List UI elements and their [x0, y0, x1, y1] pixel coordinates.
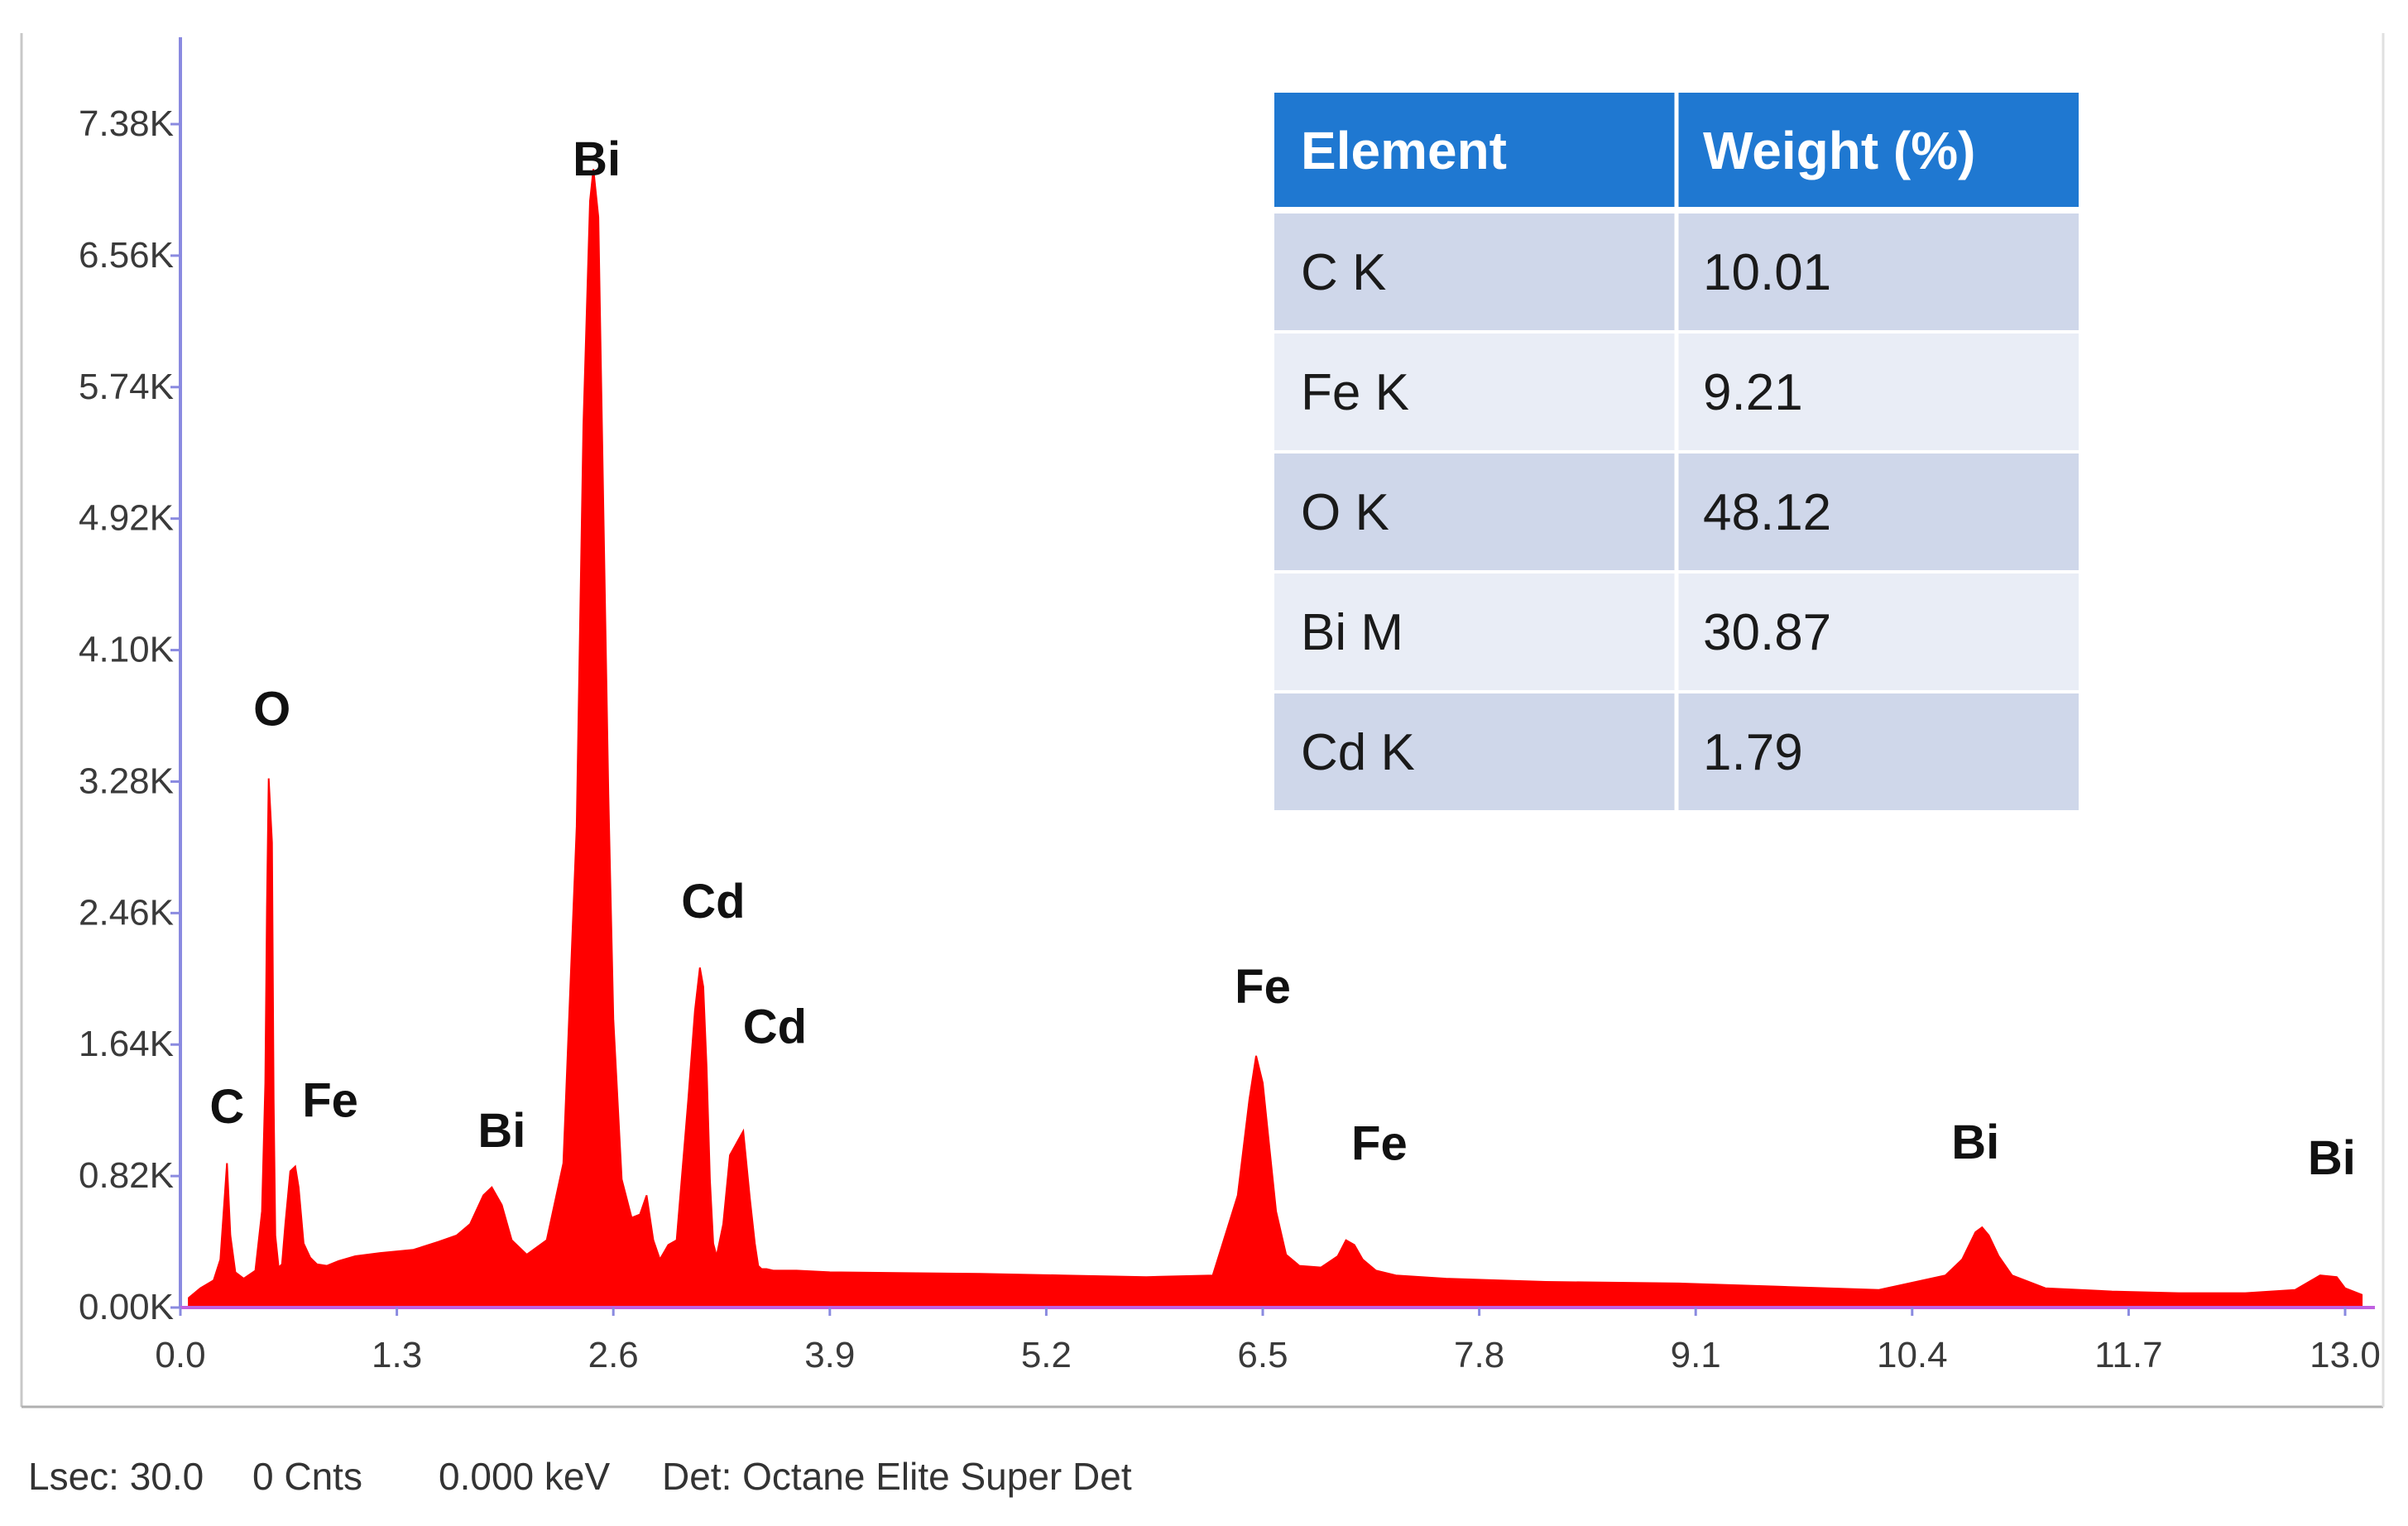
peak-label: Fe	[302, 1073, 358, 1127]
status-energy: 0.000 keV	[439, 1455, 610, 1498]
x-tick-label: 10.4	[1877, 1335, 1948, 1375]
y-tick-label: 4.10K	[79, 630, 174, 670]
table-cell: 9.21	[1703, 364, 1803, 421]
y-tick-label: 5.74K	[79, 367, 174, 407]
table-cell: Cd K	[1301, 724, 1415, 781]
y-tick-label: 0.82K	[79, 1155, 174, 1196]
table-header-cell: Element	[1301, 121, 1507, 180]
y-tick-label: 2.46K	[79, 892, 174, 933]
x-tick-label: 5.2	[1021, 1335, 1072, 1375]
x-tick-label: 11.7	[2094, 1335, 2162, 1375]
table-cell: Bi M	[1301, 604, 1403, 661]
y-tick-label: 6.56K	[79, 235, 174, 276]
table-cell: 1.79	[1703, 724, 1803, 781]
x-tick-label: 7.8	[1454, 1335, 1504, 1375]
table-cell: 10.01	[1703, 244, 1831, 301]
x-tick-label: 1.3	[372, 1335, 422, 1375]
status-detector: Det: Octane Elite Super Det	[662, 1455, 1132, 1498]
peak-labels: Bi O C Fe Bi Cd Cd Fe Fe Bi Bi	[209, 132, 2356, 1185]
x-tick-label: 13.0	[2310, 1335, 2381, 1375]
status-lsec: Lsec: 30.0	[28, 1455, 204, 1498]
peak-label: Fe	[1351, 1117, 1408, 1171]
plot-area	[188, 169, 2363, 1308]
peak-label: Bi	[2308, 1131, 2356, 1185]
y-tick-label: 3.28K	[79, 761, 174, 801]
x-tick-label: 9.1	[1671, 1335, 1721, 1375]
status-counts: 0 Cnts	[252, 1455, 362, 1498]
peak-label: Bi	[477, 1104, 525, 1158]
status-bar: Lsec: 30.0 0 Cnts 0.000 keV Det: Octane …	[28, 1455, 1132, 1498]
peak-label: Fe	[1235, 960, 1291, 1014]
y-tick-label: 7.38K	[79, 103, 174, 144]
x-axis-ticks: 0.0 1.3 2.6 3.9 5.2 6.5 7.8 9.1 10.4 11.7 13.0	[155, 1308, 2381, 1375]
peak-label: Cd	[743, 1000, 807, 1053]
x-tick-label: 6.5	[1237, 1335, 1288, 1375]
y-tick-label: 1.64K	[79, 1024, 174, 1064]
table-cell: C K	[1301, 244, 1386, 301]
x-tick-label: 0.0	[155, 1335, 205, 1375]
peak-label: Bi	[573, 132, 621, 186]
peak-label: Bi	[1951, 1116, 1999, 1169]
table-header-cell: Weight (%)	[1703, 121, 1975, 180]
table-cell: 30.87	[1703, 604, 1831, 661]
y-tick-label: 0.00K	[79, 1287, 174, 1327]
table-cell: Fe K	[1301, 364, 1409, 421]
x-tick-label: 2.6	[588, 1335, 639, 1375]
y-tick-label: 4.92K	[79, 498, 174, 539]
peak-label: O	[253, 683, 290, 737]
table-cell: O K	[1301, 484, 1389, 541]
spectrum-area	[188, 169, 2363, 1308]
x-tick-label: 3.9	[804, 1335, 855, 1375]
y-axis-ticks: 0.00K 0.82K 1.64K 2.46K 3.28K 4.10K 4.92K 5.74K…	[79, 103, 180, 1327]
composition-table: Element Weight (%) C K 10.01 Fe K 9.21 O K 48.1…	[1274, 93, 2079, 810]
peak-label: Cd	[681, 875, 745, 929]
peak-label: C	[209, 1080, 244, 1134]
table-cell: 48.12	[1703, 484, 1831, 541]
